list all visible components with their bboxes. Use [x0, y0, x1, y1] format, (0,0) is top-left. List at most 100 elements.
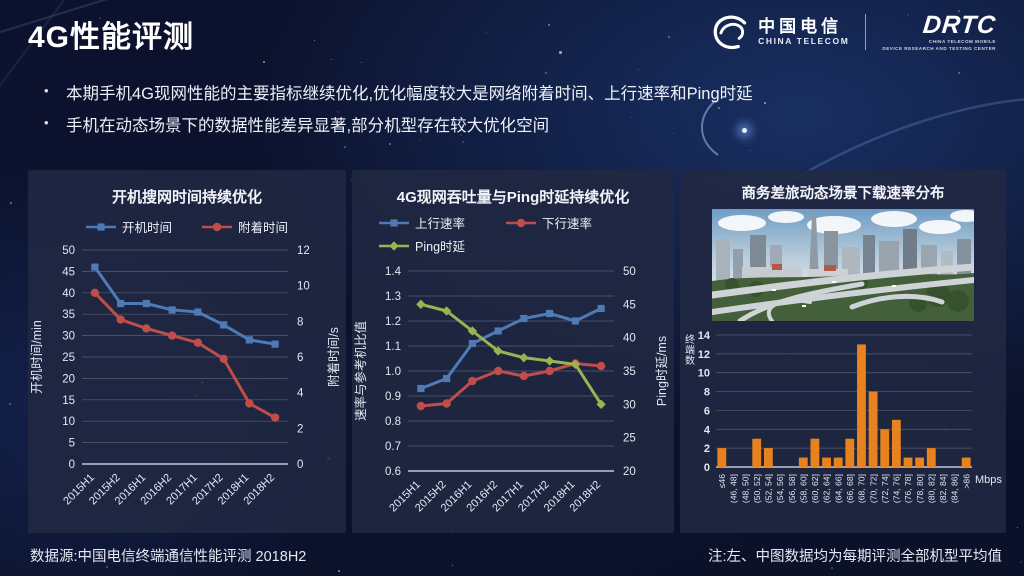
- svg-text:(66, 68]: (66, 68]: [845, 474, 855, 503]
- svg-text:8: 8: [704, 387, 710, 399]
- star: [338, 570, 340, 572]
- legend-item: 上行速率: [379, 213, 506, 232]
- svg-text:1.1: 1.1: [385, 341, 401, 353]
- star: [9, 403, 11, 405]
- legend-label: Ping时延: [415, 240, 466, 254]
- star: [750, 150, 751, 151]
- star: [10, 202, 12, 204]
- china-telecom-en: CHINA TELECOM: [758, 35, 850, 46]
- svg-text:35: 35: [62, 309, 75, 321]
- svg-text:Ping时延/ms: Ping时延/ms: [655, 336, 669, 406]
- svg-text:(58, 60]: (58, 60]: [798, 474, 808, 503]
- china-telecom-logo: 中国电信 CHINA TELECOM: [710, 12, 849, 52]
- svg-text:40: 40: [62, 288, 75, 300]
- legend-label: 上行速率: [415, 217, 466, 231]
- svg-text:(80, 82]: (80, 82]: [926, 474, 936, 503]
- drtc-subline-1: CHINA TELECOM MOBILE: [928, 38, 996, 44]
- svg-text:45: 45: [62, 266, 75, 278]
- china-telecom-cn: 中国电信: [758, 16, 843, 36]
- svg-text:0: 0: [69, 459, 75, 471]
- star: [764, 102, 766, 104]
- svg-text:25: 25: [62, 352, 75, 364]
- logo-divider: [865, 14, 867, 50]
- city-photo: [712, 209, 974, 321]
- svg-text:(54, 56]: (54, 56]: [775, 474, 785, 503]
- chart-panel-throughput-ping: 4G现网吞吐量与Ping时延持续优化 上行速率 下行速率 Ping时延 0.6 0.7…: [352, 170, 674, 533]
- svg-text:(78, 80]: (78, 80]: [915, 474, 925, 503]
- svg-text:Mbps: Mbps: [975, 474, 1002, 486]
- legend-item: Ping时延: [379, 236, 506, 255]
- footer-data-source: 数据源:中国电信终端通信性能评测 2018H2: [30, 549, 307, 565]
- svg-text:(56, 58]: (56, 58]: [787, 474, 797, 503]
- star: [452, 565, 453, 566]
- star: [314, 40, 316, 42]
- svg-text:6: 6: [704, 405, 710, 417]
- svg-text:(50, 52]: (50, 52]: [752, 474, 762, 503]
- chart-canvas: 0 5 10 15 20 25 30 35 40 45 50 0 2 4 6 8 10 12 开机时间/min 附着时…: [30, 245, 341, 507]
- svg-text:4: 4: [704, 424, 711, 436]
- svg-text:1.3: 1.3: [385, 291, 401, 303]
- svg-text:40: 40: [623, 333, 636, 345]
- svg-text:1.2: 1.2: [385, 316, 401, 328]
- svg-text:(84, 86]: (84, 86]: [950, 474, 960, 503]
- svg-text:30: 30: [623, 399, 636, 411]
- svg-text:20: 20: [62, 373, 75, 385]
- svg-text:35: 35: [623, 366, 636, 378]
- svg-text:45: 45: [623, 299, 636, 311]
- legend-label: 开机时间: [121, 221, 172, 235]
- star: [668, 36, 670, 38]
- svg-text:6: 6: [297, 352, 303, 364]
- svg-text:(60, 62]: (60, 62]: [810, 474, 820, 503]
- svg-text:20: 20: [623, 466, 636, 478]
- star: [263, 61, 265, 63]
- chart-title: 商务差旅动态场景下载速率分布: [741, 186, 945, 202]
- star: [545, 72, 548, 75]
- svg-text:(74, 76]: (74, 76]: [892, 474, 902, 503]
- svg-text:≤46: ≤46: [717, 474, 727, 488]
- svg-text:15: 15: [62, 395, 75, 407]
- bullet-list: 本期手机4G现网性能的主要指标继续优化,优化幅度较大是网络附着时间、上行速率和P…: [38, 78, 753, 142]
- chart-panel-download-distribution: 商务差旅动态场景下载速率分布: [680, 170, 1006, 533]
- chart-legend: 上行速率 下行速率 Ping时延: [379, 213, 647, 259]
- svg-text:10: 10: [62, 416, 75, 428]
- legend-item: 附着时间: [202, 217, 288, 236]
- svg-text:(82, 84]: (82, 84]: [938, 474, 948, 503]
- svg-text:12: 12: [698, 349, 710, 361]
- bullet-item: 手机在动态场景下的数据性能差异显著,部分机型存在较大优化空间: [38, 110, 753, 142]
- chart-canvas: 0.6 0.7 0.8 0.9 1.0 1.1 1.2 1.3 1.4 20 25 30 35 40 45 5…: [353, 266, 669, 514]
- svg-text:(72, 74]: (72, 74]: [880, 474, 890, 503]
- legend-item: 下行速率: [506, 213, 633, 232]
- planet-arc: [792, 98, 1024, 182]
- svg-text:50: 50: [62, 245, 75, 257]
- star: [1020, 561, 1022, 563]
- chart-legend: 开机时间 附着时间: [28, 217, 346, 236]
- svg-text:(64, 66]: (64, 66]: [833, 474, 843, 503]
- svg-text:0.8: 0.8: [385, 416, 401, 428]
- star: [106, 566, 108, 568]
- svg-text:终端数: 终端数: [685, 333, 695, 367]
- svg-text:0: 0: [704, 462, 710, 474]
- star: [638, 69, 640, 71]
- svg-text:1.0: 1.0: [385, 366, 401, 378]
- drtc-subline-2: DEVICE RESEARCH AND TESTING CENTER: [882, 45, 996, 51]
- legend-label: 下行速率: [542, 217, 593, 231]
- svg-text:(70, 72]: (70, 72]: [868, 474, 878, 503]
- svg-text:2: 2: [297, 423, 303, 435]
- svg-text:10: 10: [698, 368, 710, 380]
- chart-title: 4G现网吞吐量与Ping时延持续优化: [396, 189, 630, 206]
- svg-text:0.6: 0.6: [385, 466, 401, 478]
- drtc-logo: DRTC CHINA TELECOM MOBILE DEVICE RESEARC…: [882, 11, 997, 51]
- svg-text:4: 4: [297, 388, 304, 400]
- svg-text:>86: >86: [961, 474, 971, 489]
- star: [331, 59, 333, 61]
- chart-panel-boot-time: 开机搜网时间持续优化 开机时间 附着时间 0 5 10 15 20 25 30 35 40 45 50…: [28, 170, 346, 533]
- svg-text:1.4: 1.4: [385, 266, 402, 278]
- svg-text:速率与参考机比值: 速率与参考机比值: [353, 321, 368, 421]
- chart-title: 开机搜网时间持续优化: [111, 189, 262, 206]
- svg-text:0: 0: [297, 459, 303, 471]
- svg-text:(46, 48]: (46, 48]: [729, 474, 739, 503]
- star: [389, 143, 391, 145]
- bullet-item: 本期手机4G现网性能的主要指标继续优化,优化幅度较大是网络附着时间、上行速率和P…: [38, 78, 753, 110]
